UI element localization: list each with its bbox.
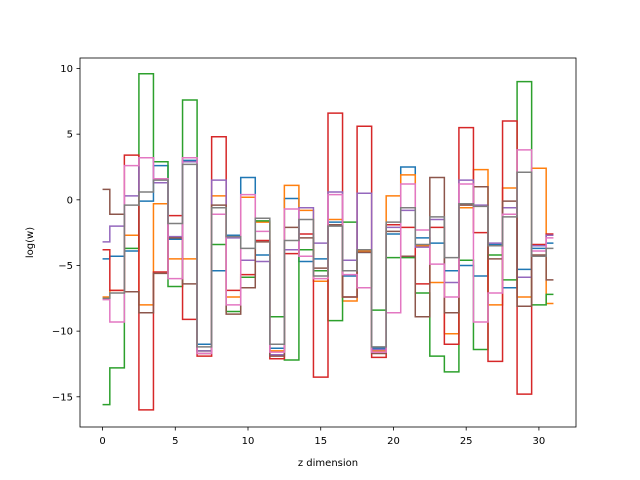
plot-frame — [79, 57, 577, 428]
x-tick-label: 0 — [99, 436, 105, 447]
y-tick-label: −5 — [58, 261, 73, 272]
y-tick-label: 0 — [67, 195, 73, 206]
y-tick-label: −15 — [52, 392, 73, 403]
series-layer — [102, 73, 554, 411]
x-tick-label: 5 — [172, 436, 178, 447]
x-axis-label: z dimension — [298, 458, 358, 469]
x-tick-label: 25 — [460, 436, 473, 447]
series-line-8 — [102, 163, 554, 348]
y-axis-label: log(w) — [25, 227, 36, 258]
x-tick-label: 15 — [314, 436, 327, 447]
y-tick-label: 10 — [60, 64, 73, 75]
y-axis: −15 −10 −5 0 5 10 — [52, 64, 80, 403]
x-tick-label: 20 — [387, 436, 400, 447]
x-tick-label: 10 — [242, 436, 255, 447]
x-tick-label: 30 — [533, 436, 546, 447]
y-tick-label: −10 — [52, 327, 73, 338]
y-tick-label: 5 — [67, 130, 73, 141]
x-axis: 0 5 10 15 20 25 30 — [99, 427, 545, 447]
